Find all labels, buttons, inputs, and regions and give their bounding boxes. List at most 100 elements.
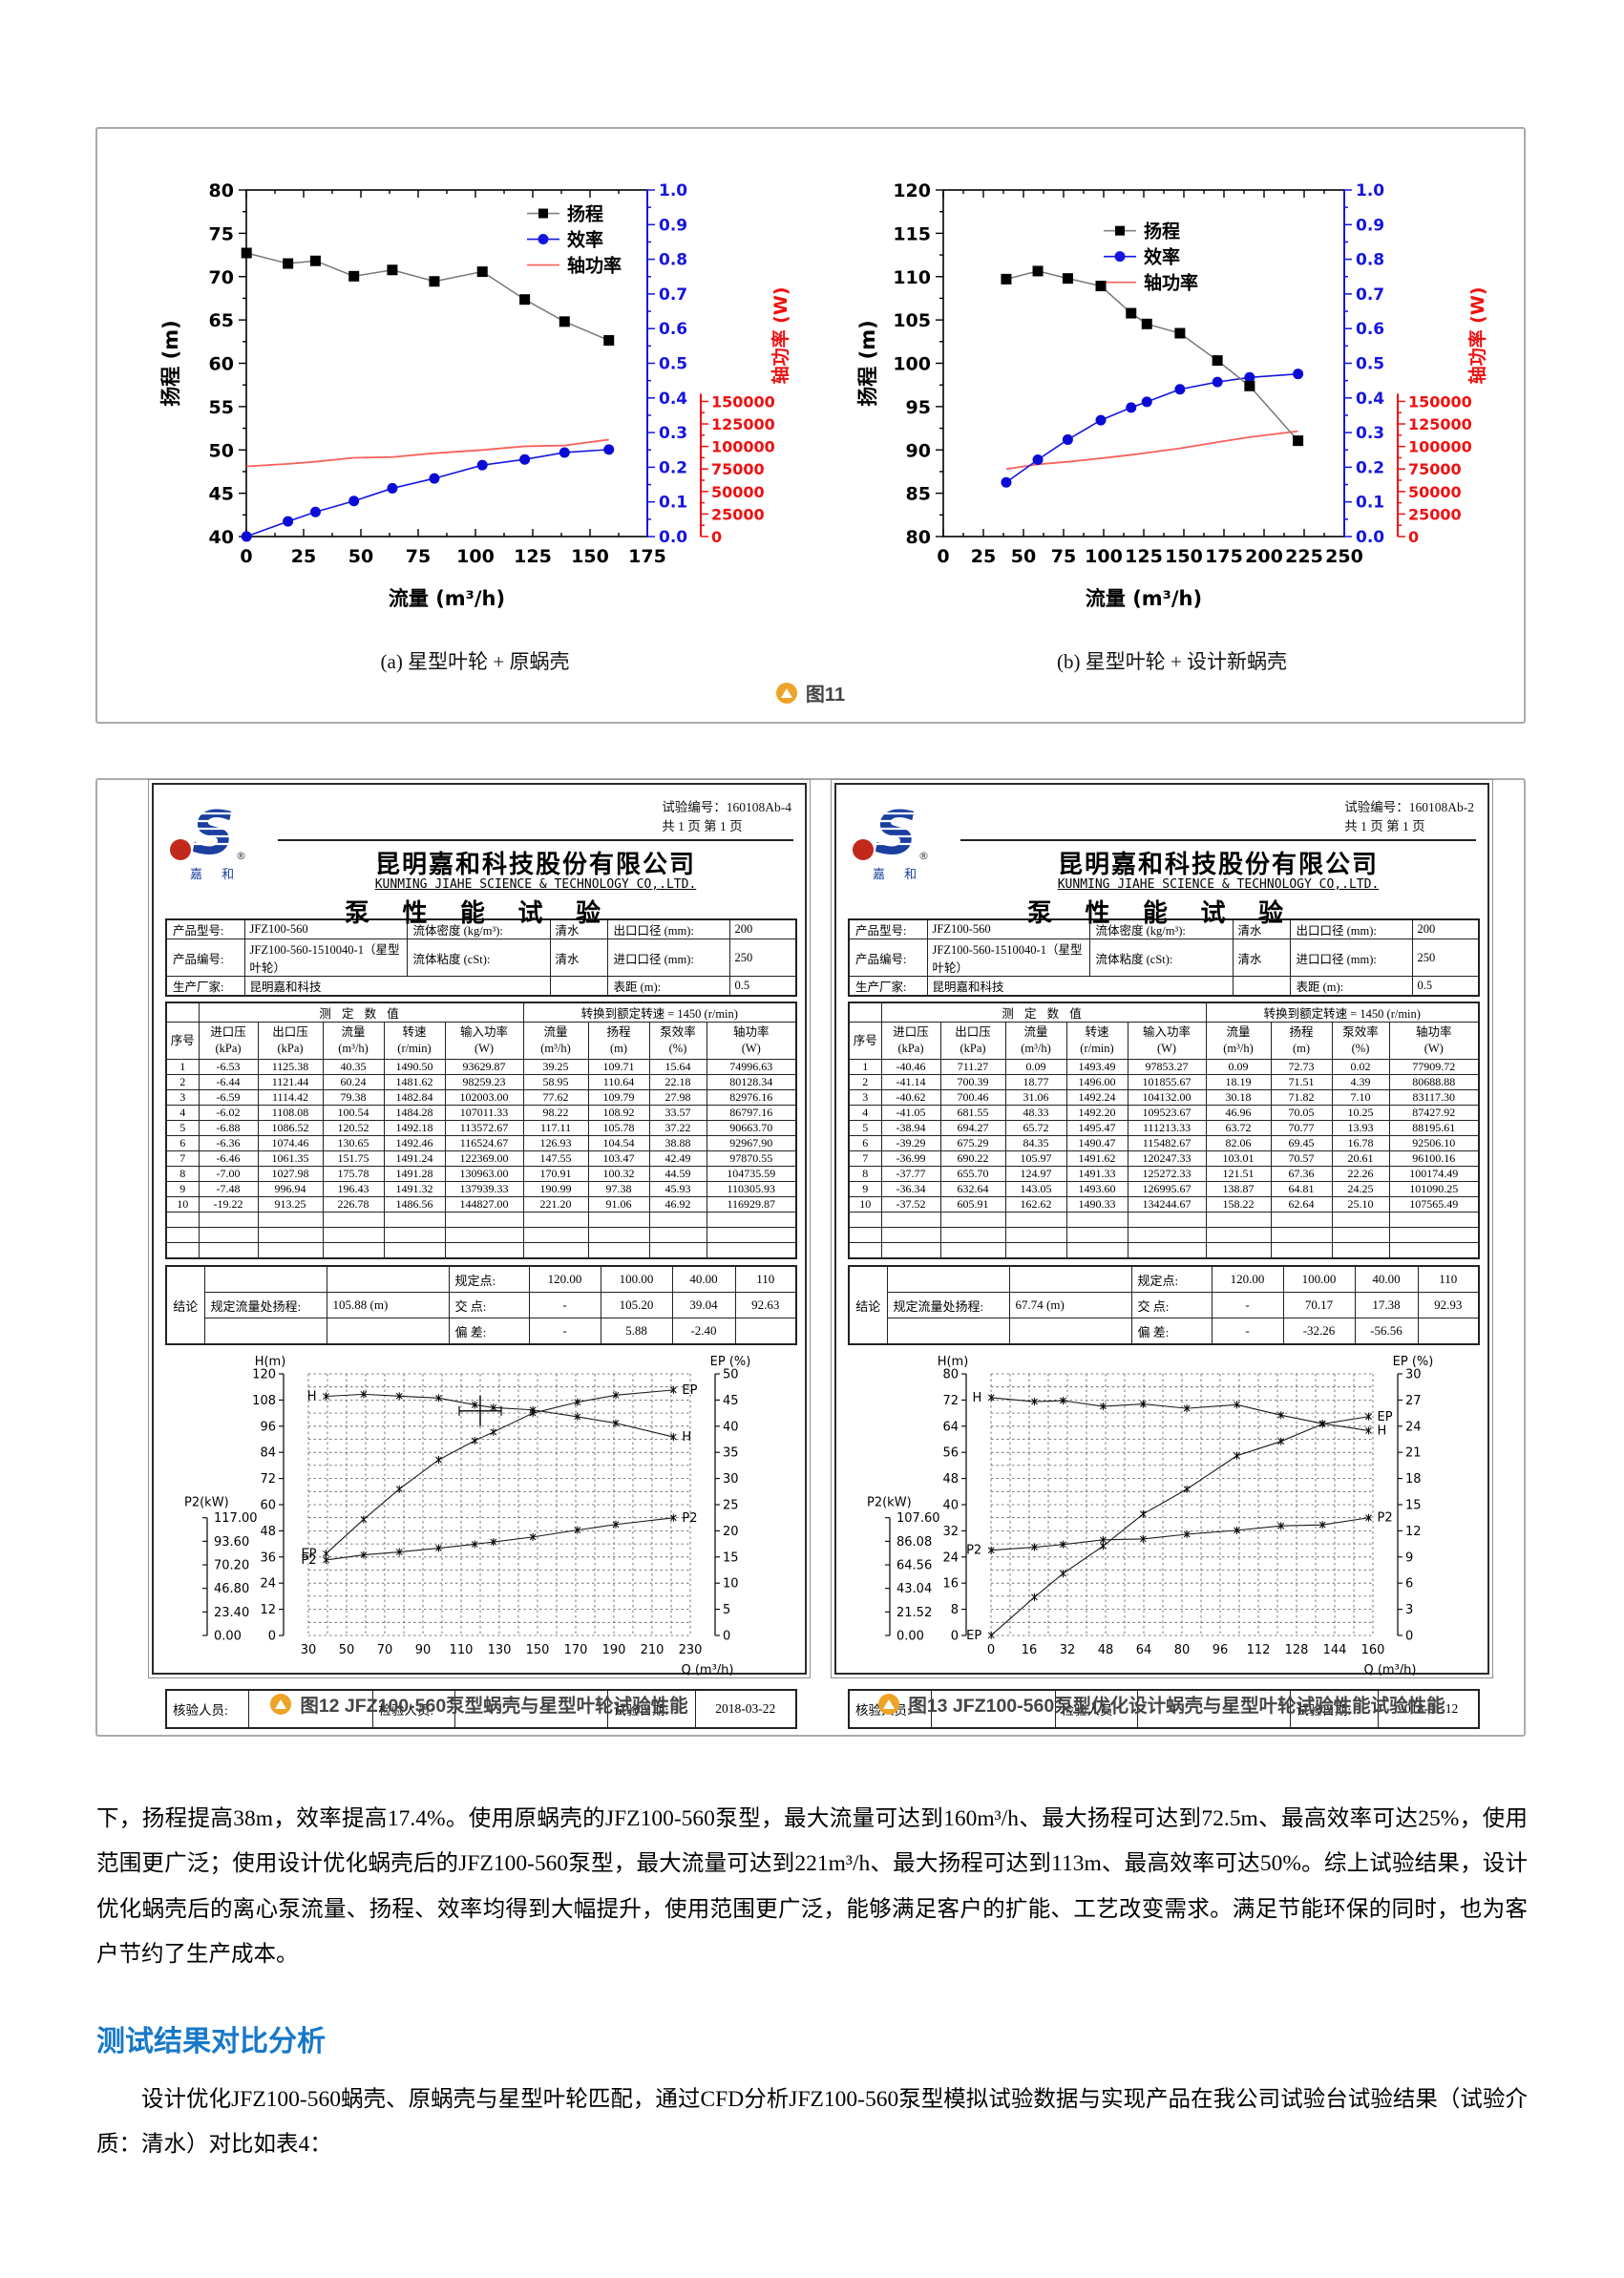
table-cell: 10: [848, 1196, 882, 1213]
table-cell: 700.39: [939, 1074, 1006, 1090]
table-cell: 137939.33: [444, 1181, 524, 1197]
svg-text:轴功率: 轴功率: [1144, 272, 1198, 294]
svg-text:64: 64: [1136, 1643, 1152, 1657]
table-cell: 80128.34: [706, 1074, 797, 1090]
svg-text:0.0: 0.0: [1356, 528, 1384, 547]
table-cell: 1492.24: [1065, 1089, 1128, 1106]
table-cell: 694.27: [939, 1120, 1006, 1136]
table-row: 9 -7.48 996.94 196.43 1491.32 137939.33 190.99…: [165, 1181, 797, 1197]
svg-text:105: 105: [893, 310, 931, 331]
table-cell: 655.70: [939, 1166, 1006, 1182]
table-cell: -41.05: [880, 1105, 941, 1121]
svg-text:24: 24: [942, 1550, 959, 1565]
table-cell: 1492.46: [383, 1135, 446, 1151]
table-cell: 103.47: [587, 1150, 650, 1167]
svg-text:3: 3: [1405, 1603, 1413, 1617]
svg-text:0.4: 0.4: [659, 390, 687, 409]
table-cell: 122369.00: [444, 1150, 524, 1167]
table-cell: 84.35: [1004, 1135, 1067, 1151]
table-cell: -40.62: [880, 1089, 941, 1106]
table-cell: 130.65: [322, 1135, 385, 1151]
table-cell: 134244.67: [1127, 1196, 1207, 1213]
svg-text:0.6: 0.6: [1356, 320, 1384, 339]
table-cell: 2: [165, 1074, 200, 1090]
table-cell: 104735.59: [706, 1166, 797, 1182]
table-cell: 20.61: [1331, 1150, 1390, 1167]
table-cell: 48.33: [1004, 1105, 1067, 1121]
table-cell: 65.72: [1004, 1120, 1067, 1136]
company-name-en: KUNMING JIAHE SCIENCE & TECHNOLOGY CO,.L…: [374, 877, 697, 892]
table-cell: 3: [165, 1089, 200, 1106]
svg-text:50: 50: [723, 1368, 739, 1382]
svg-text:80: 80: [942, 1368, 959, 1382]
svg-text:EP: EP: [1378, 1410, 1393, 1424]
table-cell: 100174.49: [1388, 1166, 1480, 1182]
svg-text:95: 95: [906, 397, 931, 418]
column-header: 转速 (r/min): [383, 1022, 446, 1060]
figure11-caption: 图11: [97, 679, 1524, 707]
svg-text:125: 125: [514, 546, 552, 567]
svg-text:75: 75: [406, 546, 431, 567]
table-cell: 115482.67: [1127, 1135, 1207, 1151]
table-cell: 96100.16: [1388, 1150, 1480, 1167]
table-cell: 711.27: [939, 1059, 1006, 1075]
table-cell: 138.87: [1205, 1181, 1272, 1197]
table-cell: 70.05: [1270, 1105, 1333, 1121]
table-cell: 1484.28: [383, 1105, 446, 1121]
table-cell: 102003.00: [444, 1089, 524, 1106]
table-cell: 632.64: [939, 1181, 1006, 1197]
svg-text:32: 32: [1060, 1643, 1076, 1657]
table-cell: 87427.92: [1388, 1105, 1480, 1121]
table-cell: -6.59: [198, 1089, 259, 1106]
table-cell: 125272.33: [1127, 1166, 1207, 1182]
table-cell: 109523.67: [1127, 1105, 1207, 1121]
svg-text:18: 18: [1405, 1472, 1422, 1487]
svg-text:120: 120: [252, 1368, 276, 1382]
table-cell: 104.54: [587, 1135, 650, 1151]
svg-text:60: 60: [260, 1499, 276, 1513]
test-date: 2018-01-12: [1377, 1689, 1480, 1729]
figure-marker-icon: [270, 1693, 292, 1715]
svg-text:115: 115: [893, 223, 931, 244]
svg-text:65: 65: [209, 310, 234, 331]
svg-text:85: 85: [906, 484, 931, 505]
table-cell: -36.99: [880, 1150, 941, 1167]
table-cell: 913.25: [257, 1196, 324, 1213]
table-cell: 86797.16: [706, 1105, 797, 1121]
table-cell: 80688.88: [1388, 1074, 1480, 1090]
svg-text:24: 24: [1405, 1420, 1422, 1434]
column-header: 流量 (m³/h): [522, 1022, 589, 1060]
svg-text:扬程 (m): 扬程 (m): [856, 320, 879, 406]
table-cell: 8: [848, 1166, 882, 1182]
table-cell: 196.43: [322, 1181, 385, 1197]
table-cell: 93629.87: [444, 1059, 524, 1075]
svg-text:25: 25: [291, 546, 316, 567]
svg-text:0: 0: [937, 546, 949, 567]
chart-star-impeller-original-volute: 0 25 50 75 100 125 150 175 40 45 50 55 60 65 70 75 80 0.0…: [159, 180, 791, 610]
table-cell: 58.95: [522, 1074, 589, 1090]
table-cell: 79.38: [322, 1089, 385, 1106]
svg-text:70: 70: [209, 267, 234, 288]
report-header: S ® 嘉 和 试验编号：160108Ab-4 共 1 页 第 1 页 昆明嘉和…: [165, 796, 793, 927]
table-cell: 1490.33: [1065, 1196, 1128, 1213]
table-cell: 60.24: [322, 1074, 385, 1090]
report-footer-table: 核验人员: 检验人员: 试验日期: 2018-01-12: [848, 1689, 1480, 1729]
table-cell: 675.29: [939, 1135, 1006, 1151]
svg-text:30: 30: [301, 1643, 317, 1657]
svg-text:50: 50: [209, 440, 234, 461]
table-cell: 4: [165, 1105, 200, 1121]
table-cell: 107011.33: [444, 1105, 524, 1121]
page-info: 共 1 页 第 1 页: [1344, 819, 1425, 833]
table-row: 6 -6.36 1074.46 130.65 1492.46 116524.67 126.9…: [165, 1135, 797, 1151]
svg-text:0.7: 0.7: [659, 285, 687, 305]
table-cell: 681.55: [939, 1105, 1006, 1121]
column-header: 轴功率 (W): [1388, 1022, 1480, 1060]
svg-text:0: 0: [268, 1630, 276, 1644]
table-cell: -6.36: [198, 1135, 259, 1151]
svg-text:P2: P2: [966, 1544, 981, 1558]
table-cell: 22.26: [1331, 1166, 1390, 1182]
svg-text:8: 8: [951, 1603, 959, 1617]
table-cell: 90663.70: [706, 1120, 797, 1136]
table-cell: 18.19: [1205, 1074, 1272, 1090]
